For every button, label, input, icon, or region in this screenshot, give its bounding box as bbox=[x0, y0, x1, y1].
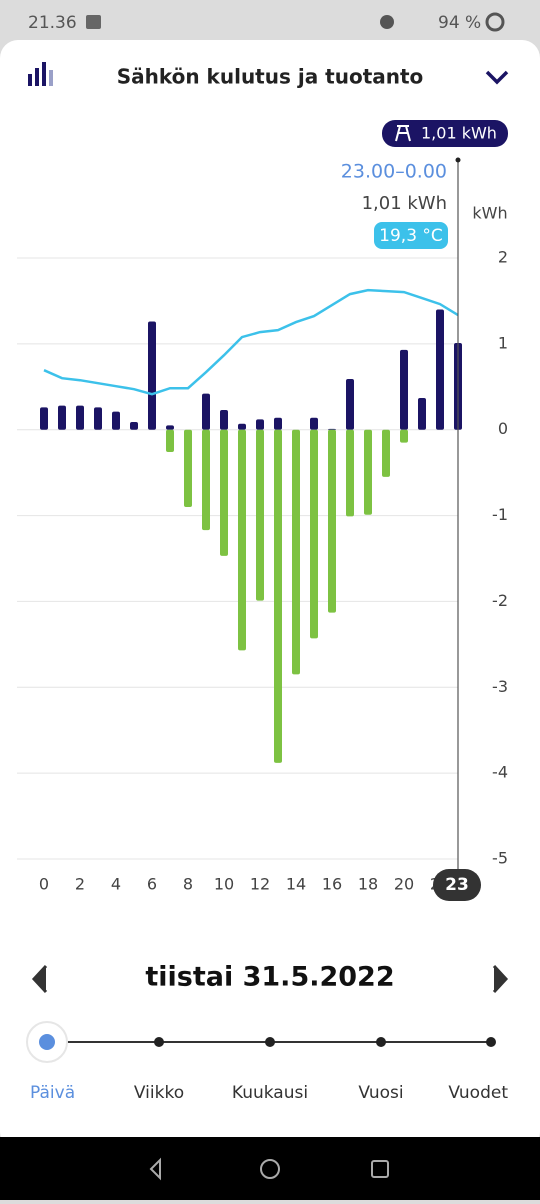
y-tick-label: 2 bbox=[498, 248, 508, 267]
x-tick-label: 16 bbox=[322, 875, 342, 894]
bar bbox=[364, 429, 372, 515]
bar bbox=[76, 405, 84, 430]
period-tab[interactable]: Vuosi bbox=[358, 1083, 403, 1103]
bar bbox=[256, 419, 264, 430]
selected-kwh: 1,01 kWh bbox=[362, 193, 447, 214]
bar bbox=[40, 407, 48, 430]
bar bbox=[184, 429, 192, 507]
bar bbox=[202, 393, 210, 430]
period-tab[interactable]: Viikko bbox=[134, 1083, 184, 1103]
selected-hour: 23 bbox=[445, 875, 469, 895]
header-title: Sähkön kulutus ja tuotanto bbox=[117, 65, 424, 89]
status-battery: 94 % bbox=[438, 13, 481, 33]
bar bbox=[130, 421, 138, 430]
selected-hour-pill bbox=[433, 869, 481, 901]
bar bbox=[274, 429, 282, 763]
y-axis-unit: kWh bbox=[472, 204, 507, 223]
status-time: 21.36 bbox=[28, 13, 77, 33]
y-tick-label: -3 bbox=[492, 677, 508, 696]
bar bbox=[400, 349, 408, 430]
nav-recent[interactable] bbox=[371, 1160, 389, 1178]
icon-bar bbox=[49, 70, 53, 86]
bar bbox=[346, 429, 354, 517]
next-arrow[interactable] bbox=[492, 964, 509, 994]
y-tick-label: -4 bbox=[492, 763, 508, 782]
slider-stop[interactable] bbox=[154, 1037, 164, 1047]
plot: 210-1-2-3-4-5024681012141618202223 bbox=[17, 157, 508, 901]
icon-bar bbox=[35, 68, 39, 86]
temperature-line bbox=[43, 288, 459, 396]
x-tick-label: 10 bbox=[214, 875, 234, 894]
icon-bar bbox=[28, 74, 32, 86]
icon-bar bbox=[42, 62, 46, 86]
bar bbox=[220, 429, 228, 556]
nav-home[interactable] bbox=[260, 1159, 280, 1179]
bar bbox=[112, 411, 120, 430]
nav-bar bbox=[0, 1137, 540, 1200]
period-tabs: Päivä Viikko Kuukausi Vuosi Vuodet bbox=[26, 1021, 508, 1103]
chart-icon[interactable] bbox=[28, 62, 53, 86]
x-tick-label: 2 bbox=[75, 875, 85, 894]
x-tick-label: 18 bbox=[358, 875, 378, 894]
y-tick-label: -2 bbox=[492, 591, 508, 610]
slider-stop[interactable] bbox=[376, 1037, 386, 1047]
collapse-chevron[interactable] bbox=[485, 70, 509, 85]
bar bbox=[94, 407, 102, 430]
bar bbox=[310, 429, 318, 639]
bar bbox=[148, 321, 156, 430]
x-tick-label: 14 bbox=[286, 875, 306, 894]
x-tick-label: 20 bbox=[394, 875, 414, 894]
bar bbox=[400, 429, 408, 443]
x-tick-label: 4 bbox=[111, 875, 121, 894]
battery-icon bbox=[485, 12, 505, 32]
selection-dot bbox=[455, 157, 461, 163]
y-tick-label: -5 bbox=[492, 849, 508, 868]
slider-stop[interactable] bbox=[265, 1037, 275, 1047]
selected-time: 23.00–0.00 bbox=[341, 161, 447, 183]
status-icon bbox=[86, 15, 101, 29]
slider-stop[interactable] bbox=[486, 1037, 496, 1047]
y-tick-label: -1 bbox=[492, 505, 508, 524]
period-tab[interactable]: Vuodet bbox=[448, 1083, 508, 1103]
bar bbox=[238, 423, 246, 430]
bar bbox=[256, 429, 264, 601]
bar bbox=[328, 429, 336, 613]
prev-arrow[interactable] bbox=[31, 964, 48, 994]
bar bbox=[202, 429, 210, 531]
sheet bbox=[0, 40, 540, 1150]
bar bbox=[166, 425, 174, 430]
total-badge-value: 1,01 kWh bbox=[421, 124, 497, 143]
period-tab[interactable]: Päivä bbox=[30, 1083, 75, 1103]
total-badge bbox=[382, 120, 508, 147]
x-tick-label: 8 bbox=[183, 875, 193, 894]
bar bbox=[346, 379, 354, 430]
bar bbox=[292, 429, 300, 675]
bar bbox=[220, 409, 228, 430]
bar bbox=[274, 417, 282, 430]
bar bbox=[166, 429, 174, 453]
period-tab[interactable]: Kuukausi bbox=[232, 1083, 308, 1103]
grid-icon bbox=[395, 125, 411, 142]
bar bbox=[310, 417, 318, 430]
bar bbox=[436, 309, 444, 430]
y-tick-label: 0 bbox=[498, 419, 508, 438]
bar bbox=[238, 429, 246, 651]
x-tick-label: 6 bbox=[147, 875, 157, 894]
bar bbox=[58, 405, 66, 430]
bar bbox=[328, 428, 336, 430]
nav-back[interactable] bbox=[149, 1157, 161, 1181]
bar bbox=[382, 429, 390, 477]
x-tick-label: 0 bbox=[39, 875, 49, 894]
selected-temp: 19,3 °C bbox=[379, 226, 443, 246]
y-tick-label: 1 bbox=[498, 333, 508, 352]
slider-knob-dot bbox=[39, 1034, 55, 1050]
date-label: tiistai 31.5.2022 bbox=[145, 962, 394, 993]
x-tick-label: 12 bbox=[250, 875, 270, 894]
bar bbox=[418, 397, 426, 430]
temp-badge bbox=[374, 222, 448, 249]
status-icon bbox=[380, 15, 394, 29]
